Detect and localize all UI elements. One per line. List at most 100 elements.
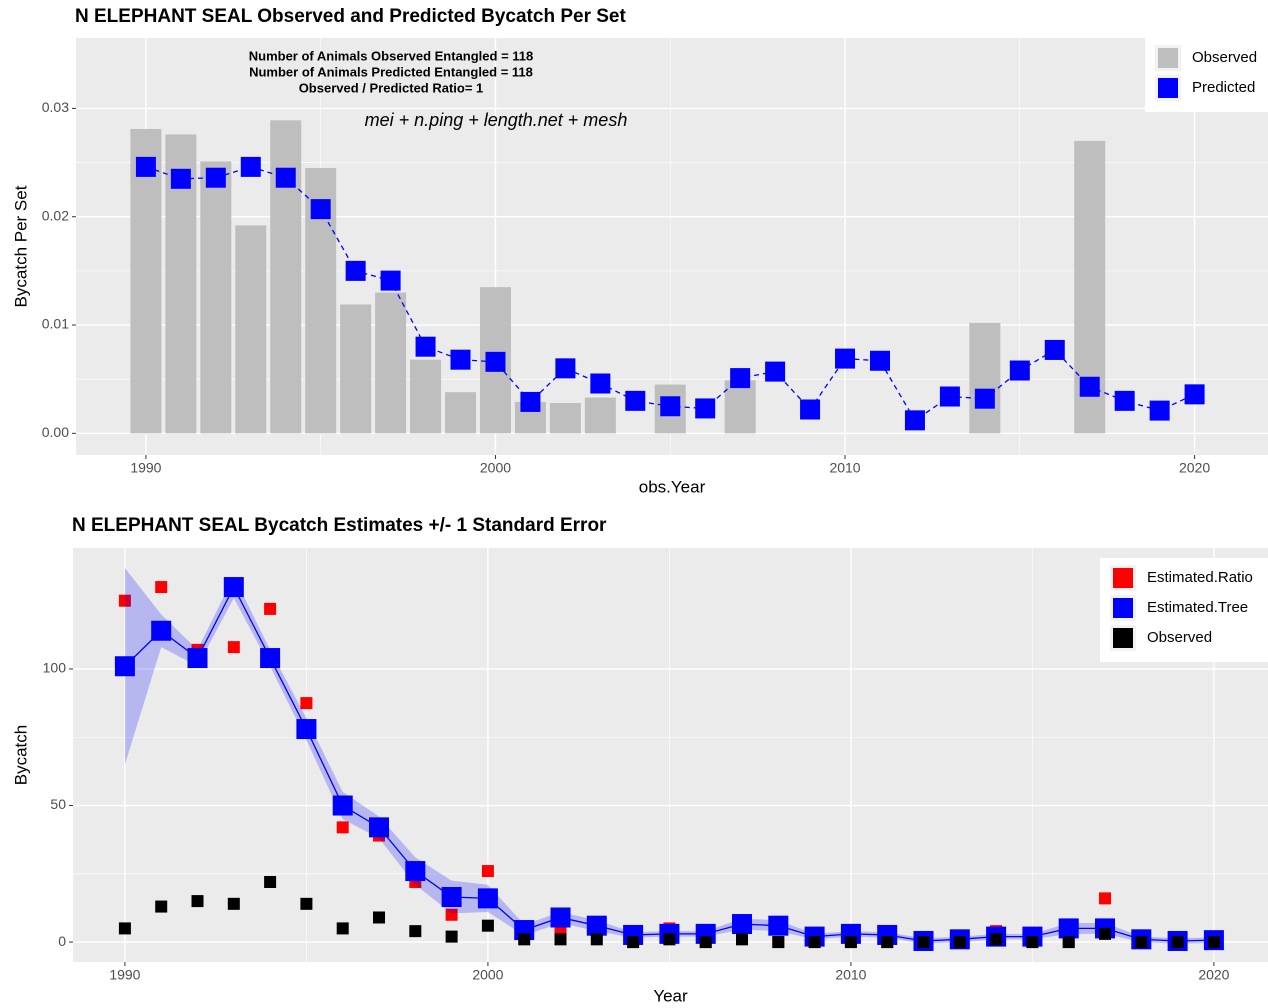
y-tick-label: 0.02 — [42, 207, 69, 223]
point — [1207, 936, 1220, 949]
x-tick-label: 2020 — [1198, 967, 1229, 983]
point — [223, 577, 244, 598]
point — [151, 620, 172, 641]
point — [1135, 936, 1148, 949]
point — [114, 656, 135, 677]
bar — [410, 359, 442, 434]
point — [1171, 936, 1184, 949]
point — [187, 648, 208, 669]
y-tick-label: 100 — [43, 660, 67, 676]
point — [695, 398, 716, 419]
point — [939, 386, 960, 407]
y-axis-label: Bycatch — [11, 725, 30, 785]
point — [205, 167, 226, 188]
bar — [375, 292, 407, 434]
point — [586, 915, 607, 936]
point — [336, 922, 349, 935]
point — [264, 602, 277, 615]
legend-key — [1113, 628, 1133, 648]
point — [1079, 376, 1100, 397]
point — [345, 260, 366, 281]
x-axis-label: Year — [653, 986, 688, 1005]
point — [550, 907, 571, 928]
legend-key — [1113, 598, 1133, 618]
point — [264, 875, 277, 888]
bar — [549, 403, 581, 434]
point — [1009, 360, 1030, 381]
point — [275, 167, 296, 188]
bar — [584, 397, 616, 434]
point — [170, 168, 191, 189]
point — [732, 914, 753, 935]
point — [800, 399, 821, 420]
plot-panel — [73, 548, 1268, 962]
y-tick-label: 0 — [58, 933, 66, 949]
bar — [340, 304, 372, 434]
point — [1099, 892, 1112, 905]
point — [310, 199, 331, 220]
point — [369, 817, 390, 838]
point — [625, 390, 646, 411]
annotation: Number of Animals Observed Entangled = 1… — [249, 48, 534, 63]
point — [450, 349, 471, 370]
point — [373, 911, 386, 924]
point — [1044, 339, 1065, 360]
point — [118, 594, 131, 607]
point — [445, 930, 458, 943]
point — [485, 351, 506, 372]
point — [477, 888, 498, 909]
x-tick-label: 1990 — [109, 967, 140, 983]
point — [1062, 936, 1075, 949]
annotation: Observed / Predicted Ratio= 1 — [299, 80, 484, 95]
point — [227, 641, 240, 654]
point — [441, 887, 462, 908]
point — [409, 925, 422, 938]
model-formula: mei + n.ping + length.net + mesh — [365, 110, 628, 130]
point — [191, 895, 204, 908]
point — [481, 919, 494, 932]
plot-area — [76, 38, 1268, 455]
legend-label: Estimated.Ratio — [1147, 569, 1253, 586]
point — [332, 795, 353, 816]
point — [736, 933, 749, 946]
point — [990, 933, 1003, 946]
y-tick-label: 0.01 — [42, 316, 69, 332]
point — [240, 156, 261, 177]
point — [415, 336, 436, 357]
point — [590, 373, 611, 394]
point — [300, 897, 313, 910]
point — [481, 865, 494, 878]
bar — [200, 161, 232, 434]
x-axis-label: obs.Year — [639, 477, 706, 496]
point — [445, 908, 458, 921]
point — [627, 936, 640, 949]
point — [765, 361, 786, 382]
point — [155, 900, 168, 913]
y-axis-label: Bycatch Per Set — [11, 185, 30, 307]
bar — [235, 225, 267, 434]
point — [227, 897, 240, 910]
point — [953, 936, 966, 949]
point — [336, 821, 349, 834]
legend-key — [1113, 568, 1133, 588]
point — [768, 915, 789, 936]
point — [554, 933, 567, 946]
point — [590, 933, 603, 946]
point — [135, 156, 156, 177]
plot-area — [73, 548, 1268, 962]
legend-key — [1158, 78, 1178, 98]
point — [663, 933, 676, 946]
x-tick-label: 1990 — [130, 460, 161, 476]
point — [300, 697, 313, 710]
legend-key — [1158, 48, 1178, 68]
legend-label: Observed — [1147, 629, 1212, 646]
point — [1149, 400, 1170, 421]
point — [1184, 384, 1205, 405]
point — [380, 270, 401, 291]
point — [1114, 390, 1135, 411]
legend-label: Predicted — [1192, 79, 1255, 96]
point — [518, 933, 531, 946]
point — [155, 581, 168, 594]
chart-title: N ELEPHANT SEAL Bycatch Estimates +/- 1 … — [72, 515, 607, 536]
